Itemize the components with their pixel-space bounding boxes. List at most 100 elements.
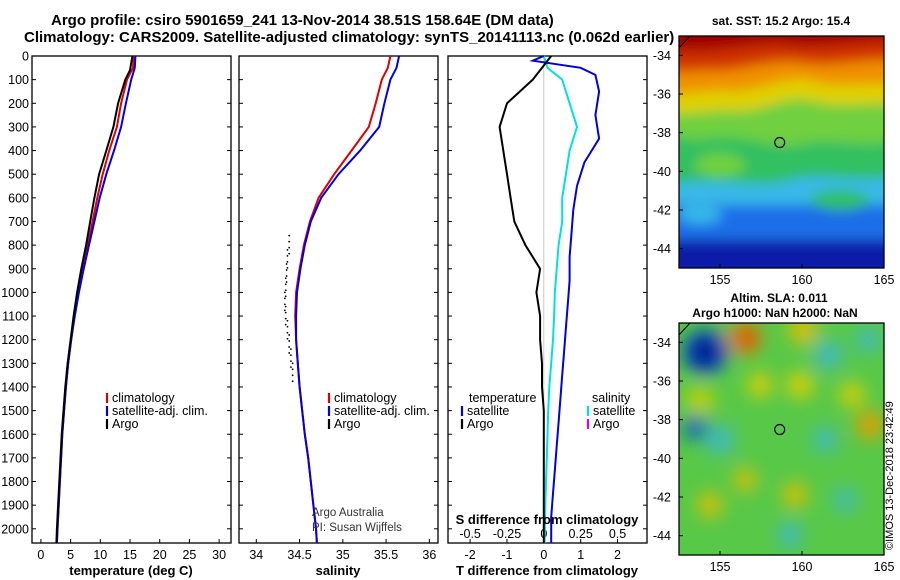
sst-coastline [678, 35, 691, 49]
depth-tick-label: 1000 [1, 286, 29, 300]
argo-line [498, 55, 552, 543]
map-lat-tick-label: -40 [653, 165, 671, 179]
argo-point [286, 331, 289, 334]
depth-tick-label: 1700 [1, 451, 29, 465]
s-difference-legend-label: satellite [593, 404, 635, 418]
satellite-line [55, 55, 137, 544]
map-lon-tick-label: 155 [710, 273, 731, 287]
temperature-legend-label: Argo [112, 417, 138, 431]
s-difference-tick-label: 0.25 [568, 527, 592, 541]
depth-tick-label: 1900 [1, 499, 29, 513]
sst-map [679, 36, 884, 268]
argo-point [291, 362, 294, 365]
argo-point [284, 277, 287, 280]
temperature-tick-label: 15 [123, 548, 137, 562]
temperature-tick-label: 25 [182, 548, 196, 562]
s-difference-axis-label: S difference from climatology [456, 512, 640, 527]
t-difference-tick-label: -2 [465, 548, 476, 562]
depth-axis: 0 100 200 300 400 500 600 700 800 900 1000 1100 1200… [1, 50, 647, 536]
depth-tick-label: 2000 [1, 522, 29, 536]
difference-panel [447, 55, 648, 544]
argo-point [284, 283, 287, 286]
argo-point [291, 380, 294, 383]
depth-tick-label: 200 [8, 97, 29, 111]
map-lat-tick-label: -44 [653, 529, 671, 543]
argo-point [284, 311, 287, 314]
map-lat-tick-label: -44 [653, 242, 671, 256]
sla-argo-marker [774, 423, 786, 436]
salinity-panel [238, 55, 439, 544]
title-line1: Argo profile: csiro 5901659_241 13-Nov-2… [51, 12, 554, 29]
map-lat-tick-label: -40 [653, 452, 671, 466]
argo-point [285, 269, 288, 271]
sst-argo-marker [774, 136, 786, 149]
map-lon-tick-label: 165 [874, 273, 895, 287]
title-line2: Climatology: CARS2009. Satellite-adjuste… [24, 29, 674, 46]
imos-credit: ©IMOS 13-Dec-2018 23:42:49 [884, 401, 896, 550]
temperature-legend-label: climatology [112, 391, 175, 405]
salinity-tick-label: 35.5 [374, 548, 398, 562]
argo-point [284, 323, 287, 326]
argo-point [286, 254, 289, 257]
argo-line [55, 55, 134, 544]
sla-map-frame [678, 322, 885, 556]
map-lat-tick-label: -34 [653, 336, 671, 350]
sla-map-subtitle: Argo h1000: NaN h2000: NaN [692, 306, 857, 320]
depth-tick-label: 900 [8, 262, 29, 276]
s-difference-tick-label: 0.5 [609, 527, 626, 541]
temperature-tick-label: 20 [153, 548, 167, 562]
map-lat-tick-label: -34 [653, 49, 671, 63]
depth-tick-label: 100 [8, 73, 29, 87]
s-difference-tick-label: -0.5 [459, 527, 481, 541]
argo-point [288, 352, 291, 354]
satellite-line [295, 55, 401, 544]
sst-map-axes: 155 160 165 -34 -36 -38 -40 -42 -44 [653, 49, 895, 287]
salinity-legend-label: Argo [334, 417, 360, 431]
temperature-legend-label: satellite-adj. clim. [112, 404, 208, 418]
sst-map-frame [678, 35, 885, 269]
salinity-legend-label: satellite-adj. clim. [334, 404, 430, 418]
salinity-legend-label: climatology [334, 391, 397, 405]
depth-tick-label: 800 [8, 239, 29, 253]
sla-map [679, 323, 884, 555]
t-difference-tick-label: 1 [577, 548, 584, 562]
argo-point [286, 248, 289, 251]
temperature-tick-label: 5 [67, 548, 74, 562]
argo-point [284, 305, 287, 308]
salinity-tick-label: 34 [249, 548, 263, 562]
argo-point [291, 374, 294, 377]
temperature-tick-label: 0 [37, 548, 44, 562]
argo-point [291, 368, 294, 371]
t-difference-legend-label: Argo [467, 417, 493, 431]
argo-point [286, 337, 289, 340]
argo-point [290, 354, 292, 357]
map-lon-tick-label: 160 [792, 560, 813, 574]
depth-tick-label: 500 [8, 168, 29, 182]
argo-point [290, 348, 292, 351]
map-lon-tick-label: 155 [710, 560, 731, 574]
t-difference-axis-label: T difference from climatology [456, 563, 639, 578]
depth-tick-label: 1600 [1, 428, 29, 442]
depth-tick-label: 1200 [1, 333, 29, 347]
argo-point [285, 281, 288, 283]
map-lon-tick-label: 165 [874, 560, 895, 574]
argo-point [286, 325, 289, 328]
t-difference-tick-label: 0 [540, 548, 547, 562]
t-difference-legend-label: satellite [467, 404, 509, 418]
argo-point [285, 263, 288, 265]
salinity-tick-label: 34.5 [287, 548, 311, 562]
depth-tick-label: 0 [22, 50, 29, 64]
climatology-line [55, 55, 135, 544]
argo-point [288, 240, 291, 243]
salinity-plot: 34 34.5 35 35.5 36 climatologysatellite-adj. … [249, 55, 436, 562]
argo-point [283, 309, 286, 312]
note-pi: PI: Susan Wijffels [312, 522, 402, 534]
difference-legend-title-right: salinity [592, 391, 631, 405]
argo-point [288, 252, 291, 255]
sla-map-title: Altim. SLA: 0.011 [730, 291, 828, 305]
map-lat-tick-label: -36 [653, 375, 671, 389]
depth-tick-label: 1100 [2, 310, 29, 324]
depth-tick-label: 600 [8, 191, 29, 205]
